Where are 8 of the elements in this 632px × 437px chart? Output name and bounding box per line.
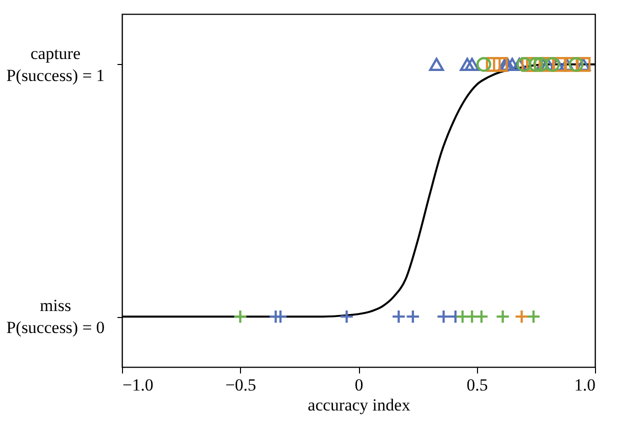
- x-tick-label: 0: [354, 376, 364, 394]
- x-tick-label: 0.5: [466, 376, 488, 394]
- y-tick-label: capture P(success) = 1: [6, 44, 105, 85]
- x-tick-label: −1.0: [122, 376, 154, 394]
- x-axis-title: accuracy index: [308, 396, 411, 414]
- y-tick-label: miss P(success) = 0: [6, 296, 105, 338]
- x-tick-label: −0.5: [225, 376, 256, 394]
- x-tick-label: 1.0: [574, 376, 596, 394]
